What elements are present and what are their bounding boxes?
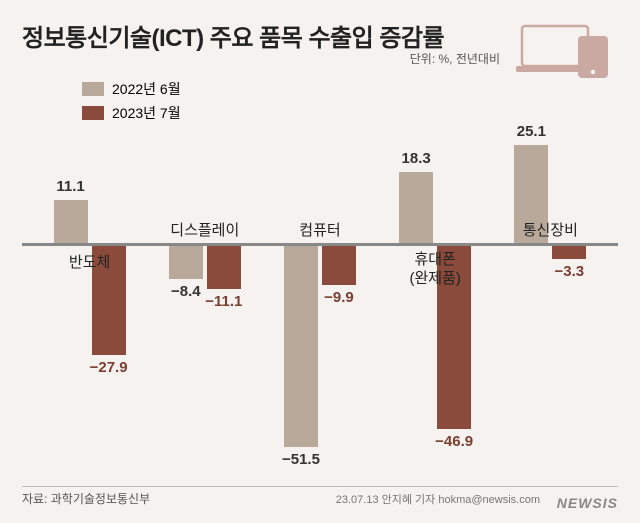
bar-b	[322, 246, 356, 285]
unit-label: 단위: %, 전년대비	[410, 50, 500, 67]
legend-swatch-a	[82, 82, 104, 96]
value-label: −11.1	[194, 293, 254, 310]
legend-label-b: 2023년 7월	[112, 103, 181, 123]
legend-swatch-b	[82, 106, 104, 120]
bar-group: 18.3−46.9휴대폰 (완제품)	[385, 133, 485, 463]
value-label: −51.5	[271, 451, 331, 468]
category-label: 통신장비	[490, 219, 610, 240]
bar-a	[169, 246, 203, 279]
bar-group: −8.4−11.1디스플레이	[155, 133, 255, 463]
bar-a	[284, 246, 318, 447]
category-label: 컴퓨터	[260, 219, 380, 240]
value-label: −9.9	[309, 289, 369, 306]
value-label: 11.1	[41, 178, 101, 195]
legend-label-a: 2022년 6월	[112, 79, 181, 99]
value-label: −46.9	[424, 433, 484, 450]
bar-group: 25.1−3.3통신장비	[500, 133, 600, 463]
legend-item-b: 2023년 7월	[82, 103, 618, 123]
newsis-logo: NEWSIS	[557, 495, 618, 511]
bar-b	[207, 246, 241, 289]
value-label: 25.1	[501, 123, 561, 140]
legend: 2022년 6월 2023년 7월	[82, 79, 618, 123]
bar-chart: 11.1 −27.9 반도체−8.4−11.1디스플레이−51.5−9.9컴퓨터 18…	[22, 133, 618, 463]
footer-divider	[22, 486, 618, 487]
bar-a	[399, 172, 433, 243]
value-label: −3.3	[539, 263, 599, 280]
category-label: 디스플레이	[145, 219, 265, 240]
value-label: −27.9	[79, 359, 139, 376]
bar-group: 11.1−27.9반도체	[40, 133, 140, 463]
devices-icon	[516, 22, 616, 85]
category-label: 휴대폰 (완제품)	[375, 251, 495, 289]
category-label: 반도체	[30, 251, 150, 272]
source-text: 자료: 과학기술정보통신부	[22, 490, 150, 507]
bar-b	[552, 246, 586, 259]
credit-text: 23.07.13 안지혜 기자 hokma@newsis.com	[336, 491, 540, 507]
bar-group: −51.5−9.9컴퓨터	[270, 133, 370, 463]
value-label: 18.3	[386, 150, 446, 167]
bar-a	[54, 200, 88, 243]
